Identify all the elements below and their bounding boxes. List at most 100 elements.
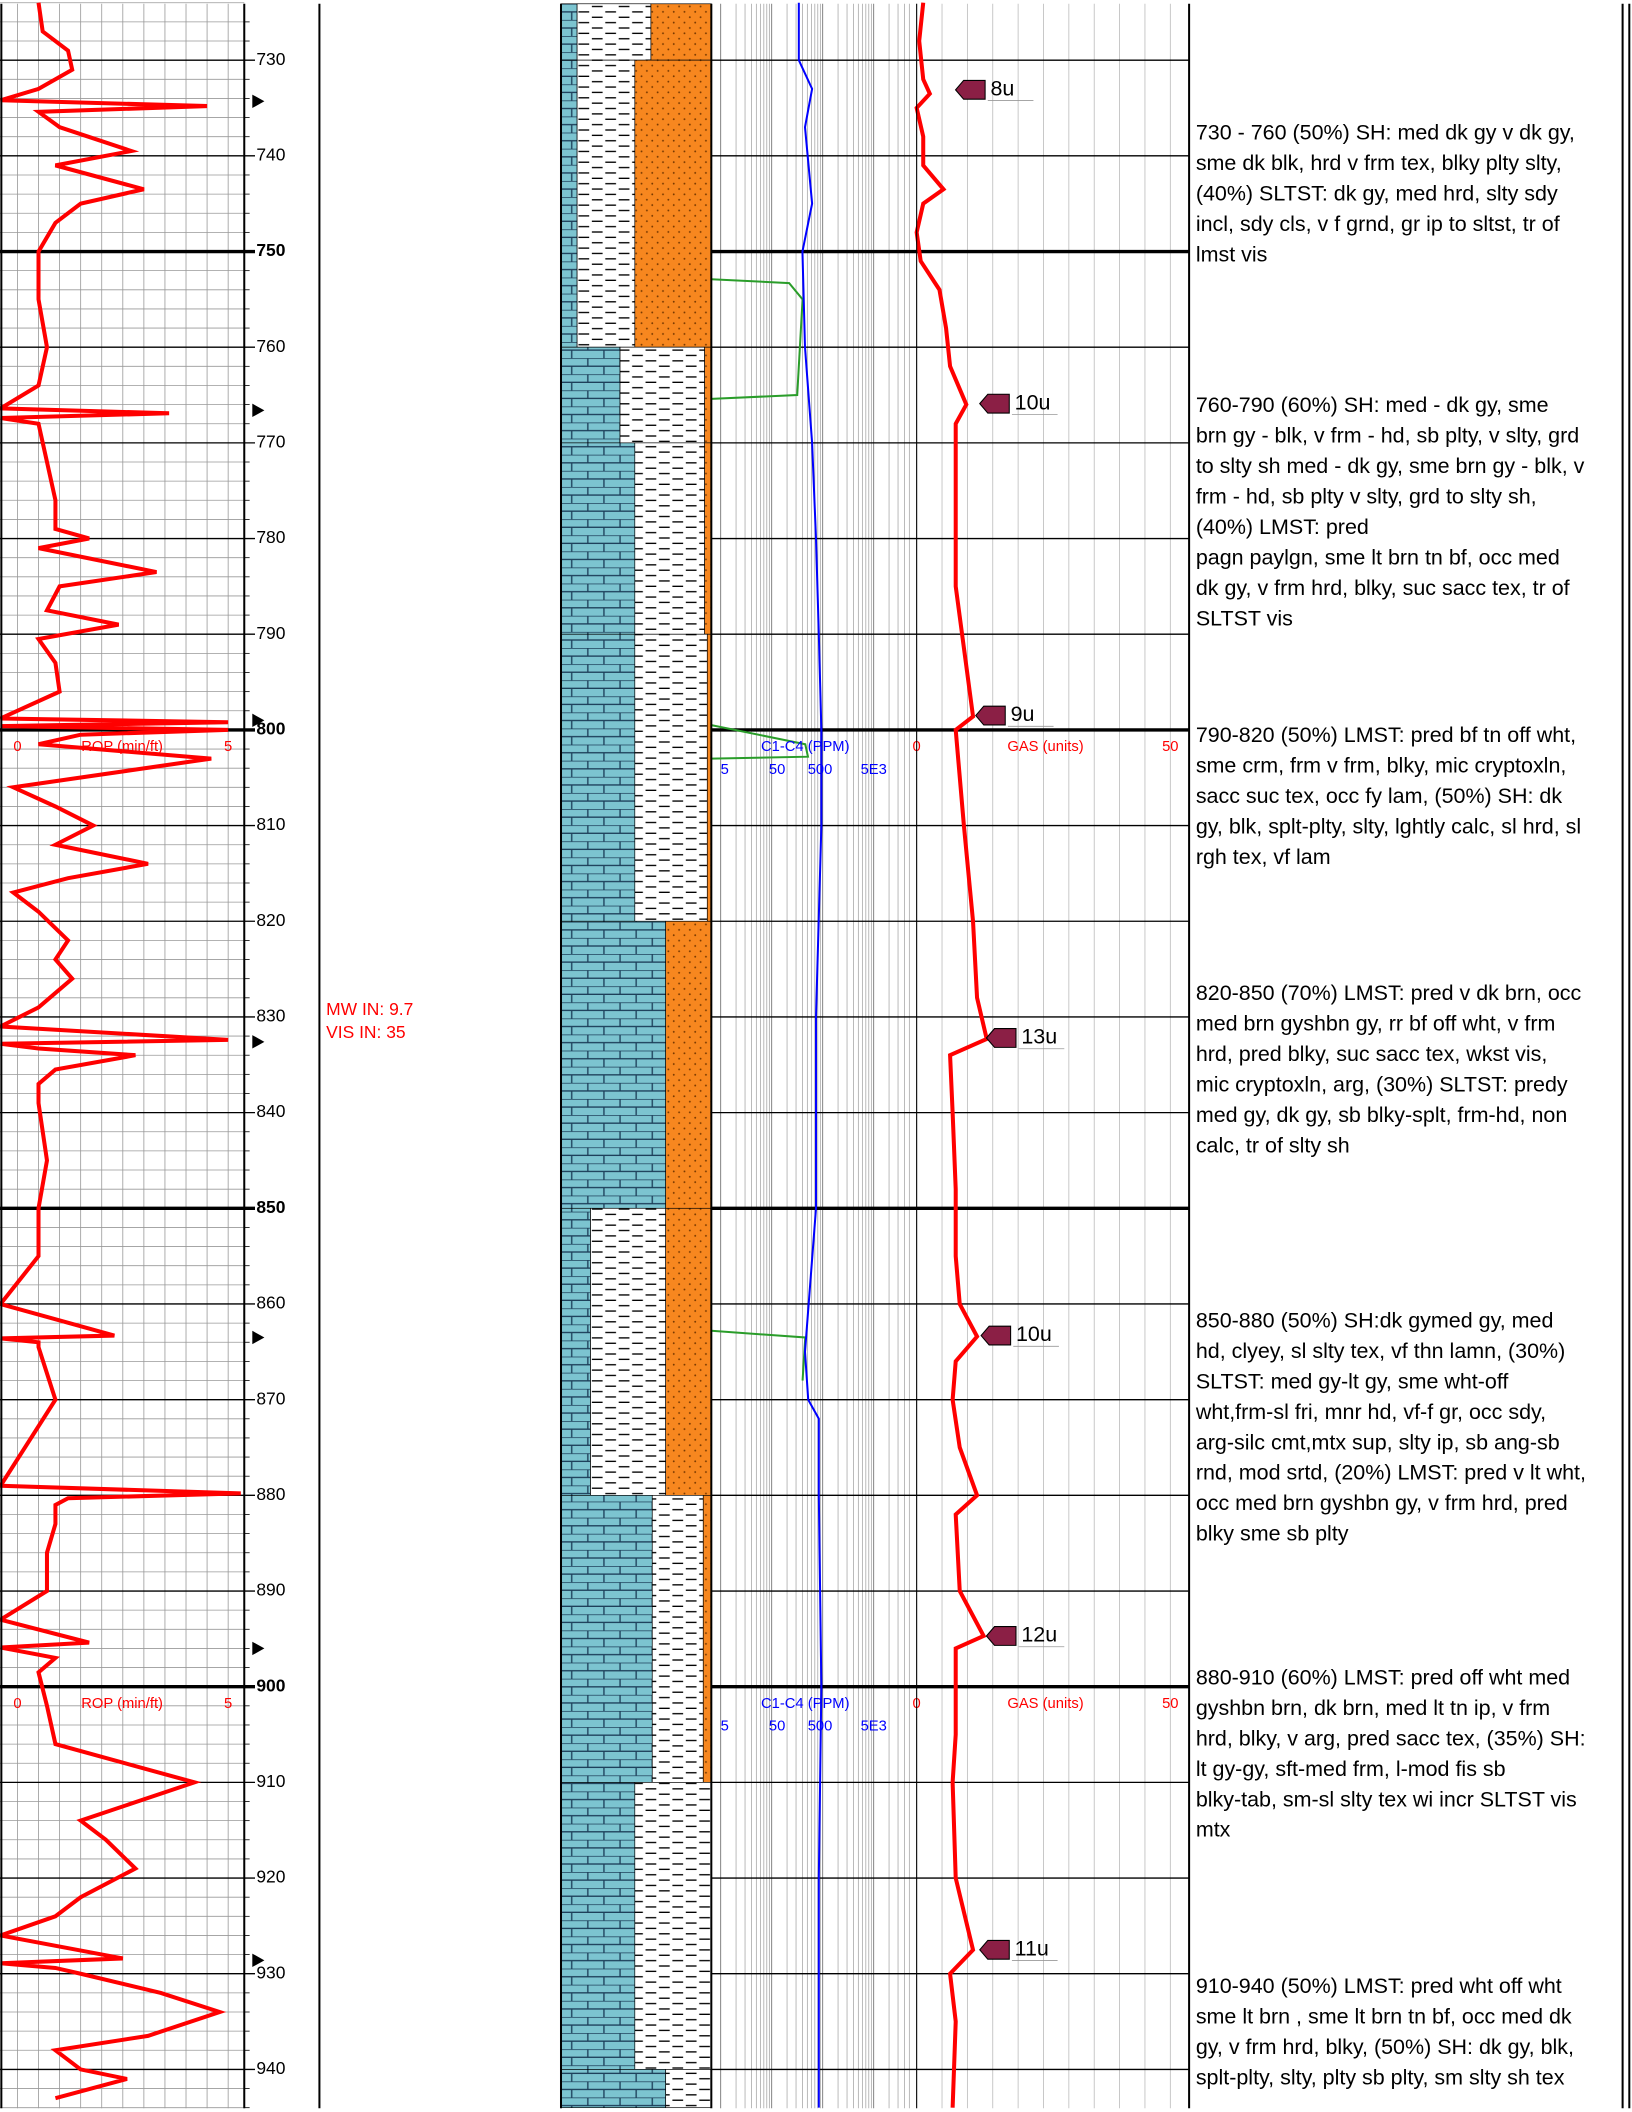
curves [0,2,990,2108]
depth-label: 800 [256,719,285,739]
lithology [560,3,810,2109]
description-line: blky sme sb plty [1196,1522,1349,1546]
labels: 730 740 750 760 770 780 790 800 810 820 830 840 850 8… [0,3,1631,2109]
peak-tag [985,1028,1017,1048]
header-rop_max: 5 [224,1696,232,1712]
description-line: med gy, dk gy, sb blky-splt, frm-hd, non [1196,1103,1567,1127]
depth-label: 840 [256,1101,285,1121]
depth-label: 740 [256,144,285,164]
description-line: sacc suc tex, occ fy lam, (50%) SH: dk [1196,784,1563,808]
description-line: gyshbn brn, dk brn, med lt tn ip, v frm [1196,1696,1550,1720]
description-line: sme crm, frm v frm, blky, mic cryptoxln, [1196,754,1567,778]
description-line: hrd, blky, v arg, pred sacc tex, (35%) S… [1196,1726,1586,1750]
rop-curve [0,2,241,2101]
depth-label: 940 [256,2058,285,2078]
description-line: med brn gyshbn gy, rr bf off wht, v frm [1196,1011,1556,1035]
spike-marker [252,1641,265,1656]
description-line: dk gy, v frm hrd, blky, suc sacc tex, tr… [1196,576,1570,600]
depth-label: 760 [256,336,285,356]
description-line: rnd, mod srtd, (20%) LMST: pred v lt wht… [1196,1461,1586,1485]
lithology-shale [665,2069,712,2109]
depth-label: 780 [256,527,285,547]
description-line: lmst vis [1196,243,1268,267]
header-c1c4_ticks: 5 [721,1719,729,1735]
description-line: 880-910 (60%) LMST: pred off wht med [1196,1665,1570,1689]
lithology-silt [665,920,712,1209]
description-line: 790-820 (50%) LMST: pred bf tn off wht, [1196,723,1576,747]
description-line: sme dk blk, hrd v frm tex, blky plty slt… [1196,151,1562,175]
header-rop_title: ROP (min/ft) [81,1696,163,1712]
depth-label: 830 [256,1006,285,1026]
depth-label: 810 [256,814,285,834]
header-c1c4_ticks: 500 [808,762,833,778]
lithology-lime [560,920,667,1209]
depth-label: 890 [256,1580,285,1600]
depth-label: 820 [256,910,285,930]
remark: MW IN: 9.7 [326,999,413,1019]
lithology-silt [634,59,712,348]
description-line: brn gy - blk, v frm - hd, sb plty, v slt… [1196,424,1579,448]
description-line: splt-plty, slty, plty sb plty, sm slty s… [1196,2065,1565,2089]
peak-tag [979,393,1010,414]
description-line: 910-940 (50%) LMST: pred wht off wht [1196,1974,1562,1998]
description-line: hd, clyey, sl slty tex, vf thn lamn, (30… [1196,1339,1565,1363]
gas-peak-label: 10u [1015,390,1051,414]
description-line: gy, v frm hrd, blky, (50%) SH: dk gy, bl… [1196,2035,1574,2059]
header-c1c4_title: C1-C4 (PPM) [761,1696,850,1712]
depth-label: 770 [256,431,285,451]
header-c1c4_ticks: 500 [808,1719,833,1735]
description-line: sme lt brn , sme lt brn tn bf, occ med d… [1196,2005,1572,2029]
c1c4-curve [797,2,823,2108]
chromatograph-line [711,724,810,760]
description-line: 820-850 (70%) LMST: pred v dk brn, occ [1196,981,1582,1005]
peak-tag [975,705,1006,726]
peak-tag [985,1626,1017,1646]
header-c1c4_title: C1-C4 (PPM) [761,739,850,755]
header-c1c4_ticks: 50 [769,1719,785,1735]
description-line: to slty sh med - dk gy, sme brn gy - blk… [1196,454,1585,478]
lithology-lime [560,3,578,61]
gas-curve [914,2,990,2108]
remark: VIS IN: 35 [326,1022,405,1042]
description-line: 730 - 760 (50%) SH: med dk gy v dk gy, [1196,121,1575,145]
lithology-lime [560,633,636,922]
description-line: (40%) SLTST: dk gy, med hrd, slty sdy [1196,182,1558,206]
lithology-shale [576,59,636,348]
lithology-lime [560,59,578,348]
header-rop_max: 5 [224,739,232,755]
description-line: gy, blk, splt-plty, slty, lghtly calc, s… [1196,815,1581,839]
depth-label: 860 [256,1293,285,1313]
depth-label: 910 [256,1771,285,1791]
header-gas_max: 50 [1162,739,1178,755]
header-c1c4_ticks: 5 [721,762,729,778]
depth-label: 730 [256,49,285,69]
header-gas_title: GAS (units) [1007,1696,1083,1712]
description-line: blky-tab, sm-sl slty tex wi incr SLTST v… [1196,1787,1577,1811]
header-rop_min: 0 [13,739,21,755]
gas-peak-label: 9u [1011,702,1035,726]
description-line: arg-silc cmt,mtx sup, slty ip, sb ang-sb [1196,1430,1560,1454]
gas-peak-label: 13u [1021,1025,1057,1049]
depth-label: 790 [256,623,285,643]
grid [0,2,1190,2109]
lithology-shale [634,442,705,635]
spike-marker [252,403,265,418]
depth-label: 900 [256,1675,285,1695]
depth-label: 750 [256,240,285,260]
description-line: pagn paylgn, sme lt brn tn bf, occ med [1196,545,1560,569]
depth-label: 930 [256,1962,285,1982]
chromatograph-line [711,1329,807,1381]
header-c1c4_ticks: 50 [769,762,785,778]
description-line: wht,frm-sl fri, mnr hd, vf-f gr, occ sdy… [1195,1400,1546,1424]
description-line: calc, tr of slty sh [1196,1133,1350,1157]
header-gas_title: GAS (units) [1007,739,1083,755]
header-c1c4_ticks: 5E3 [861,762,887,778]
lithology-shale [634,1782,712,2070]
depth-label: 920 [256,1867,285,1887]
lithology-silt [650,3,712,61]
description-line: mic cryptoxln, arg, (30%) SLTST: predy [1196,1072,1568,1096]
lithology-lime [560,1207,591,1496]
lithology-shale [634,633,708,922]
